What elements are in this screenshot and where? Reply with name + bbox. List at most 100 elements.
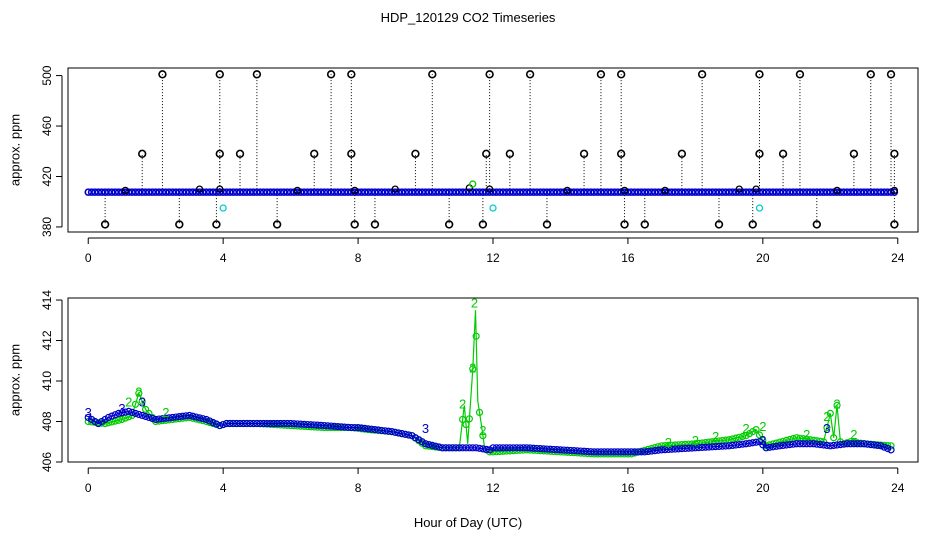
bottom-series-3-point	[320, 421, 328, 430]
bottom-series-3-point	[307, 421, 315, 429]
bottom-series-3-point	[779, 441, 787, 449]
bottom-series-3-point	[131, 409, 140, 418]
bottom-series-3-point	[330, 422, 339, 430]
top-spike-point	[158, 70, 167, 79]
bottom-series-3-point	[762, 444, 770, 452]
bottom-series-3-point	[539, 445, 548, 453]
top-spike-point	[370, 220, 380, 229]
bottom-series-3-point	[806, 440, 814, 448]
top-spike-point	[755, 70, 764, 79]
bottom-series-3-point	[614, 448, 622, 456]
bottom-series-3-point	[297, 420, 305, 428]
bottom-series-3-point	[273, 419, 281, 428]
bottom-series-3-point	[607, 448, 615, 456]
bottom-series-3-point	[590, 448, 598, 456]
bottom-series-3-point	[216, 421, 224, 430]
bottom-point-label: 2	[850, 427, 857, 442]
bottom-point-label: 2	[803, 427, 810, 442]
bottom-series-3-point	[792, 440, 801, 448]
top-spike-point	[616, 70, 626, 79]
bottom-series-3-point	[435, 443, 443, 451]
top-spike-point	[215, 70, 224, 79]
bottom-point-label: 2	[125, 395, 132, 410]
bottom-series-3-point	[560, 446, 568, 454]
bottom-series-3-point	[145, 413, 153, 422]
bottom-series-3-point	[135, 410, 143, 419]
top-bump-point	[752, 185, 760, 193]
bottom-point-label: 2	[692, 433, 699, 448]
bottom-series-3-point	[324, 422, 332, 430]
bottom-series-3-point	[243, 419, 251, 428]
bottom-series-3-point	[752, 438, 760, 446]
top-spike-point	[886, 70, 896, 79]
bottom-x-tick-label: 8	[355, 481, 362, 495]
bottom-series-3-point	[472, 444, 480, 452]
top-x-tick-label: 4	[220, 251, 227, 265]
bottom-series-3-point	[863, 440, 872, 448]
bottom-series-3-point	[722, 442, 730, 450]
bottom-series-2-point	[475, 408, 484, 416]
bottom-series-3-point	[229, 419, 237, 428]
bottom-series-3-point	[459, 444, 467, 452]
top-spike-point	[866, 70, 875, 79]
bottom-series-2-point	[759, 436, 767, 445]
top-bump-point	[465, 184, 474, 192]
bottom-series-3-point	[732, 441, 740, 449]
top-bump-point	[563, 186, 571, 195]
bottom-x-tick-label: 12	[486, 481, 500, 495]
bottom-series-3-point	[826, 442, 834, 450]
bottom-series-3-point	[604, 448, 612, 456]
bottom-series-3-point	[735, 440, 743, 449]
bottom-series-3-point	[617, 448, 625, 456]
bottom-series-3-point	[141, 412, 150, 421]
top-y-tick-label: 380	[40, 217, 54, 237]
bottom-series-2-point	[826, 409, 834, 418]
top-y-tick-label: 500	[40, 65, 54, 85]
top-spike-point	[347, 149, 356, 158]
bottom-point-label: 3	[118, 401, 125, 416]
bottom-series-3-point	[674, 445, 683, 453]
top-x-tick-label: 12	[486, 251, 500, 265]
bottom-series-3-point	[394, 429, 403, 437]
top-spike-point	[714, 220, 724, 229]
bottom-series-3-point	[293, 420, 301, 428]
bottom-series-3-point	[398, 430, 406, 438]
bottom-series-3-point	[620, 448, 629, 456]
bottom-x-tick-label: 0	[85, 481, 92, 495]
bottom-series-3-point	[165, 414, 173, 422]
top-cyan-point	[755, 204, 764, 212]
bottom-series-3-point	[138, 411, 146, 420]
bottom-series-2-point	[701, 438, 710, 447]
bottom-point-label: 2	[162, 405, 169, 420]
top-spike-point	[347, 70, 356, 79]
bottom-series-3-point	[351, 423, 359, 432]
bottom-series-3-point	[728, 441, 737, 449]
bottom-series-3-point	[209, 418, 217, 427]
top-spike-point	[478, 220, 488, 229]
bottom-series-3-point	[280, 419, 288, 428]
top-spike-point	[890, 220, 899, 229]
bottom-series-3-point	[118, 409, 126, 417]
top-spike-point	[778, 149, 788, 158]
top-bump-point	[121, 186, 129, 195]
bottom-series-3-point	[769, 443, 777, 451]
bottom-point-label: 2	[665, 435, 672, 450]
figure-title: HDP_120129 CO2 Timeseries	[380, 10, 556, 25]
bottom-series-3-point	[104, 413, 113, 422]
bottom-series-3-point	[290, 420, 298, 428]
bottom-series-3-point	[772, 442, 780, 450]
bottom-series-2-point	[735, 433, 743, 441]
bottom-series-3-point	[452, 444, 460, 452]
bottom-series-3-point	[121, 408, 129, 416]
bottom-series-3-point	[857, 440, 865, 448]
bottom-point-label: 2	[469, 360, 476, 375]
bottom-series-3-point	[887, 446, 895, 454]
bottom-point-label: 2	[759, 419, 766, 434]
bottom-series-3-point	[367, 425, 376, 433]
bottom-series-3-point	[192, 413, 200, 421]
bottom-series-3-point	[516, 444, 524, 452]
bottom-point-label: 3	[85, 405, 92, 420]
bottom-series-3-point	[519, 444, 527, 452]
bottom-point-label: 3	[759, 433, 766, 448]
bottom-series-3-point	[718, 442, 726, 450]
